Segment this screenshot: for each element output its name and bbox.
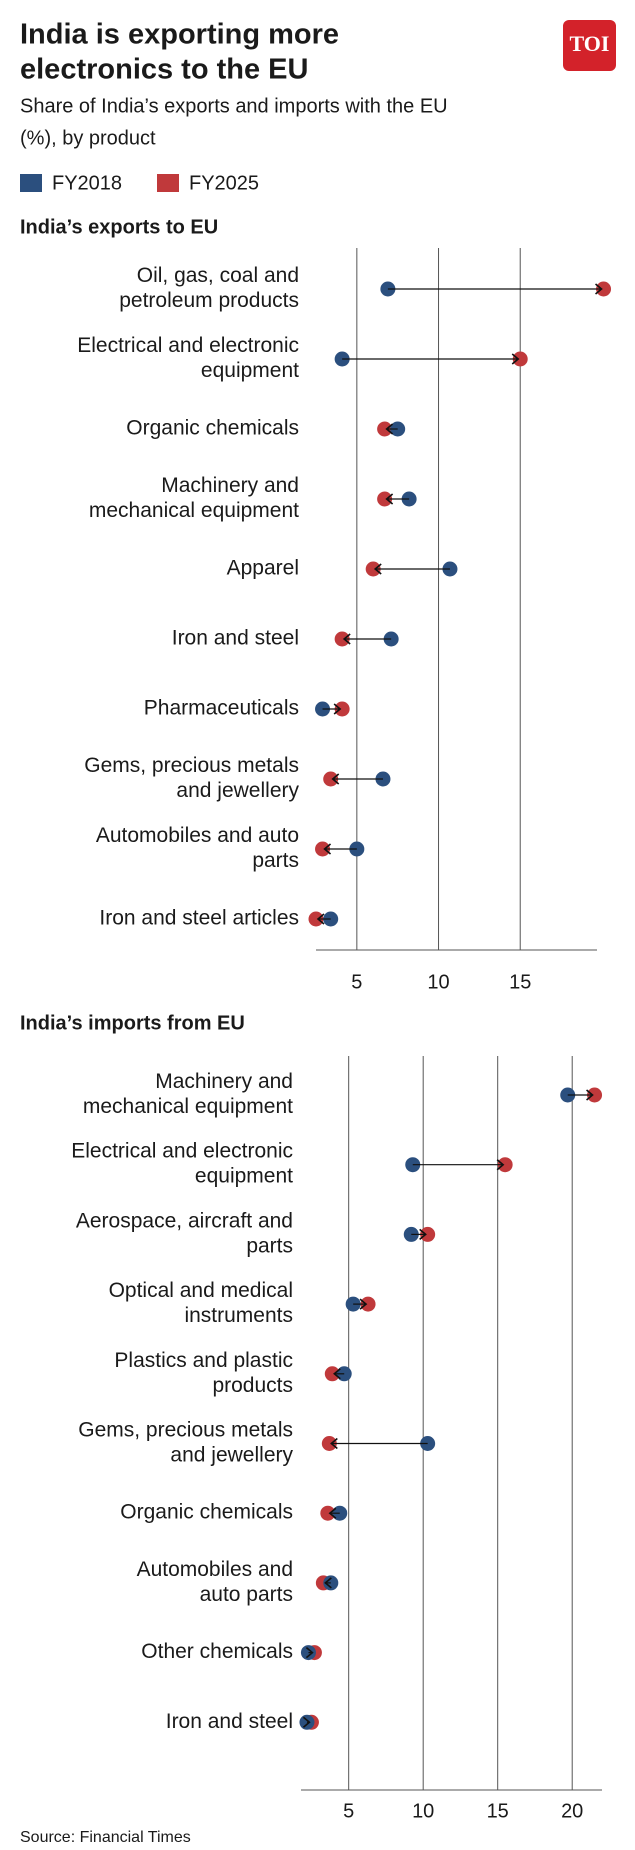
dot-fy2025 (377, 491, 393, 507)
category-label: petroleum products (119, 289, 299, 312)
x-tick-label: 10 (427, 971, 449, 993)
category-label: instruments (184, 1304, 293, 1327)
arrow-head (342, 633, 351, 645)
category-label: Aerospace, aircraft and (76, 1209, 293, 1232)
source: Source: Financial Times (20, 1829, 191, 1846)
arrow-head (302, 1716, 311, 1728)
category-label: equipment (201, 359, 299, 382)
category-label: parts (246, 1234, 293, 1257)
category-label: Machinery and (161, 474, 299, 497)
dot-fy2025 (320, 1505, 336, 1521)
category-label: Electrical and electronic (71, 1140, 293, 1163)
chart-title: India’s exports to EU (20, 216, 218, 238)
dot-fy2025 (324, 1366, 340, 1382)
x-tick-label: 20 (561, 1800, 583, 1822)
category-label: Other chemicals (141, 1640, 293, 1663)
arrow-head (328, 1507, 337, 1519)
x-tick-label: 15 (487, 1800, 509, 1822)
arrow-head (385, 423, 394, 435)
dot-fy2025 (315, 841, 331, 857)
category-label: and jewellery (170, 1444, 293, 1467)
arrow-head (316, 913, 325, 925)
arrow-head (305, 1646, 314, 1659)
arrow-head (511, 353, 520, 365)
category-label: Pharmaceuticals (144, 697, 299, 720)
category-label: products (212, 1374, 293, 1397)
category-label: Electrical and electronic (77, 334, 299, 357)
category-label: Organic chemicals (120, 1501, 293, 1524)
subtitle: (%), by product (20, 127, 156, 149)
category-label: Organic chemicals (126, 417, 299, 440)
arrow-head (496, 1159, 505, 1171)
category-label: Plastics and plastic (114, 1349, 293, 1372)
dot-fy2025 (321, 1436, 337, 1451)
category-label: Gems, precious metals (84, 754, 299, 777)
category-label: equipment (195, 1165, 293, 1188)
category-label: mechanical equipment (89, 499, 299, 522)
arrow-head (331, 773, 340, 785)
category-label: Gems, precious metals (78, 1419, 293, 1442)
arrow-head (333, 1368, 341, 1380)
category-label: and jewellery (176, 779, 299, 802)
dot-fy2025 (512, 351, 528, 367)
category-label: Optical and medical (109, 1279, 293, 1302)
dot-fy2025 (420, 1226, 436, 1242)
arrow-head (586, 1089, 594, 1101)
arrow-head (359, 1298, 368, 1310)
arrow-head (419, 1228, 427, 1241)
dot-fy2025 (596, 281, 612, 297)
dot-fy2025 (334, 701, 350, 717)
title: India is exporting more (20, 19, 339, 51)
category-label: auto parts (200, 1583, 293, 1606)
x-tick-label: 5 (351, 971, 362, 993)
legend-swatch (157, 174, 179, 192)
arrow-head (385, 493, 394, 505)
dot-fy2025 (308, 911, 324, 927)
logo-box (563, 20, 616, 71)
category-label: mechanical equipment (83, 1095, 293, 1118)
title: electronics to the EU (20, 54, 308, 86)
x-tick-label: 15 (509, 971, 531, 993)
category-label: Iron and steel (172, 627, 299, 650)
legend-label: FY2025 (189, 172, 259, 194)
arrow-head (324, 1577, 332, 1589)
category-label: Oil, gas, coal and (137, 264, 299, 287)
x-tick-label: 10 (412, 1800, 434, 1822)
dot-fy2025 (334, 631, 350, 647)
arrow-head (333, 703, 342, 715)
category-label: Automobiles and (137, 1558, 293, 1581)
dot-fy2025 (323, 771, 339, 787)
category-label: Automobiles and auto (96, 824, 299, 847)
arrow-head (330, 1437, 338, 1450)
category-label: Machinery and (155, 1070, 293, 1093)
dot-fy2025 (587, 1087, 603, 1103)
category-label: Iron and steel (166, 1710, 293, 1733)
category-label: Iron and steel articles (99, 907, 299, 930)
chart-title: India’s imports from EU (20, 1012, 245, 1034)
x-tick-label: 5 (343, 1800, 354, 1822)
logo: TOI (570, 31, 610, 56)
dot-fy2025 (377, 421, 393, 437)
dot-fy2025 (497, 1157, 513, 1173)
arrow-head (323, 843, 332, 855)
arrow-head (373, 563, 382, 575)
subtitle: Share of India’s exports and imports wit… (20, 95, 448, 117)
category-label: parts (252, 849, 299, 872)
arrow-head (595, 283, 603, 295)
legend-label: FY2018 (52, 172, 122, 194)
dot-fy2025 (365, 561, 381, 577)
category-label: Apparel (227, 557, 299, 580)
dot-fy2025 (360, 1296, 376, 1312)
legend-swatch (20, 174, 42, 192)
